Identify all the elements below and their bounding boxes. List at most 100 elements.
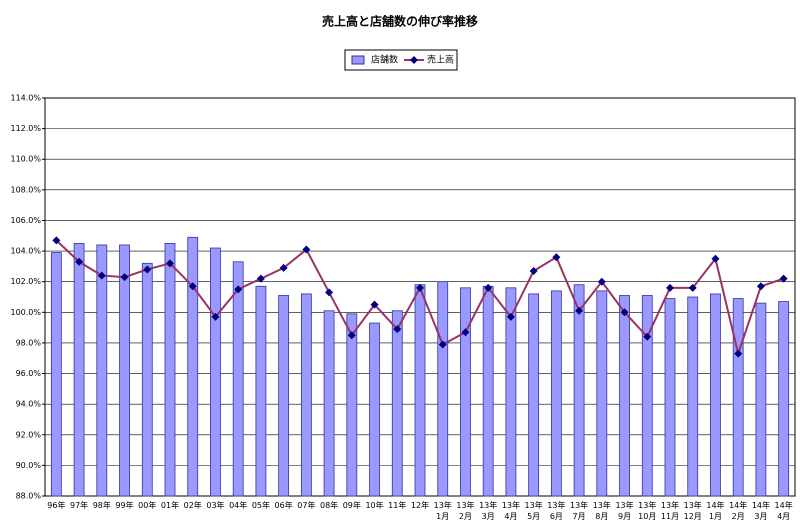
- bar: [641, 295, 653, 497]
- y-tick-label: 104.0%: [10, 247, 41, 256]
- x-tick-label: 12年: [410, 501, 430, 510]
- y-tick-label: 92.0%: [16, 430, 42, 439]
- x-tick-label: 00年: [138, 501, 157, 510]
- bar: [460, 287, 471, 497]
- x-tick-label: 96年: [47, 501, 66, 510]
- x-tick-label: 13年 1月: [433, 501, 452, 521]
- bar: [619, 295, 630, 497]
- marker: [643, 332, 652, 341]
- chart-title: 売上高と店舗数の伸び率推移: [322, 14, 478, 29]
- marker: [347, 331, 356, 340]
- x-tick-label: 13年 7月: [569, 501, 589, 521]
- marker: [734, 349, 743, 358]
- marker: [211, 312, 220, 321]
- y-tick-label: 106.0%: [10, 216, 41, 225]
- bar: [414, 284, 426, 497]
- marker: [370, 300, 379, 309]
- x-tick-label: 13年 9月: [615, 501, 634, 521]
- bar: [187, 236, 199, 497]
- x-tick-label: 98年: [92, 501, 111, 510]
- bar: [141, 262, 153, 497]
- x-tick-label: 01年: [160, 501, 180, 510]
- x-tick-label: 13年 8月: [592, 501, 611, 521]
- marker: [484, 283, 493, 292]
- y-tick-label: 114.0%: [10, 94, 41, 103]
- x-tick-label: 13年 6月: [547, 501, 566, 521]
- marker: [688, 283, 697, 292]
- marker: [143, 265, 152, 274]
- marker: [416, 283, 424, 292]
- legend-label: 売上高: [427, 54, 454, 66]
- marker: [256, 274, 265, 283]
- legend-box: [344, 49, 458, 71]
- bar: [573, 284, 585, 497]
- bar: [710, 293, 721, 497]
- x-tick-label: 02年: [183, 501, 202, 510]
- bar: [369, 322, 380, 497]
- marker: [188, 282, 197, 291]
- x-tick-label: 13年 2月: [456, 501, 475, 521]
- x-tick-label: 14年 2月: [729, 501, 748, 521]
- y-tick-label: 94.0%: [16, 400, 42, 409]
- bar: [119, 244, 130, 497]
- x-tick-label: 13年 5月: [524, 501, 543, 521]
- y-tick-label: 112.0%: [10, 124, 41, 133]
- bar: [505, 287, 517, 497]
- x-tick-label: 13年 4月: [501, 501, 520, 521]
- marker: [438, 340, 447, 349]
- marker: [620, 308, 629, 317]
- marker: [393, 325, 402, 334]
- bar: [528, 293, 540, 497]
- bar: [391, 310, 403, 497]
- bar: [346, 313, 358, 497]
- marker: [52, 236, 61, 245]
- bar: [300, 293, 312, 497]
- bar: [664, 298, 676, 497]
- bar: [778, 301, 790, 497]
- marker: [529, 266, 538, 275]
- bar: [50, 252, 62, 497]
- bar: [687, 296, 699, 497]
- bar: [73, 243, 85, 497]
- y-tick-label: 98.0%: [16, 338, 42, 347]
- x-tick-label: 13年 12月: [683, 501, 702, 521]
- x-tick-label: 13年 3月: [479, 501, 498, 521]
- x-tick-label: 11年: [388, 501, 407, 510]
- bar: [96, 244, 108, 497]
- marker: [552, 253, 561, 262]
- x-tick-label: 14年 4月: [774, 501, 793, 521]
- bar: [278, 295, 290, 497]
- marker: [166, 259, 174, 268]
- bar: [437, 281, 449, 497]
- bar: [732, 298, 744, 497]
- x-tick-label: 04年: [229, 501, 248, 510]
- y-tick-label: 100.0%: [10, 308, 41, 317]
- x-tick-label: 09年: [342, 501, 361, 510]
- bar: [210, 247, 221, 497]
- y-tick-label: 88.0%: [16, 492, 42, 501]
- legend-swatch: [351, 55, 365, 65]
- x-tick-label: 06年: [274, 501, 293, 510]
- marker: [779, 274, 788, 283]
- x-tick-label: 14年 3月: [751, 501, 770, 521]
- legend-label: 店舗数: [371, 54, 398, 66]
- bar: [596, 290, 608, 497]
- y-tick-label: 90.0%: [16, 461, 42, 470]
- x-tick-label: 13年 11月: [660, 501, 680, 521]
- marker: [325, 288, 334, 297]
- y-tick-label: 110.0%: [10, 155, 41, 164]
- marker: [75, 257, 84, 266]
- x-tick-label: 10年: [365, 501, 384, 510]
- marker: [120, 273, 129, 282]
- bar: [482, 285, 494, 497]
- marker: [506, 312, 515, 321]
- bar: [164, 243, 176, 497]
- x-tick-label: 03年: [206, 501, 225, 510]
- bar: [323, 310, 335, 497]
- x-tick-label: 14年 1月: [706, 501, 725, 521]
- y-tick-label: 108.0%: [10, 185, 41, 194]
- marker: [279, 263, 288, 272]
- marker: [756, 282, 765, 291]
- legend-marker: [410, 56, 418, 64]
